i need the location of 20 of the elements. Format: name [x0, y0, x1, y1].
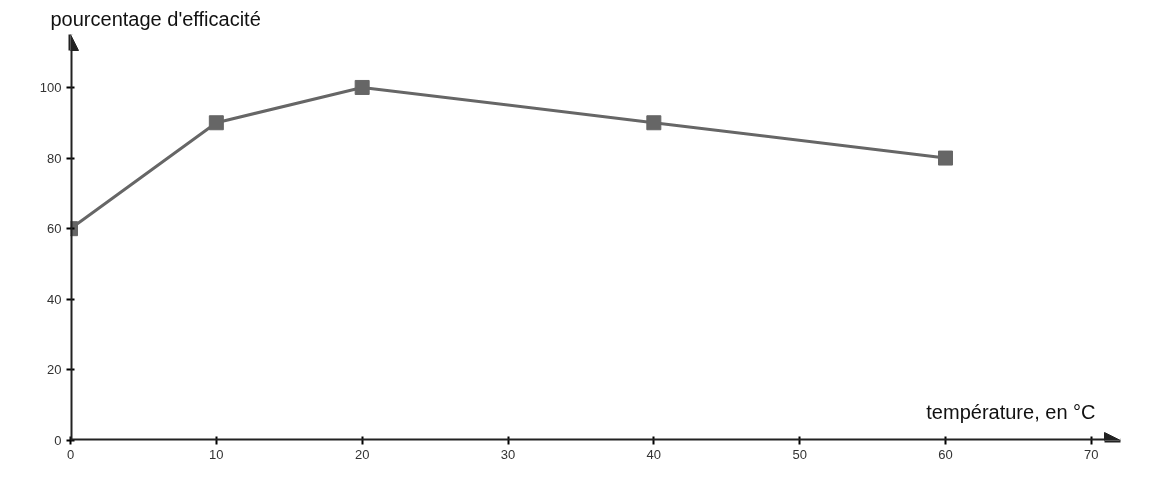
- x-tick-label: 40: [646, 446, 662, 462]
- y-tick-label: 0: [54, 433, 62, 448]
- x-axis-title: température, en °C: [926, 400, 1096, 423]
- point: [646, 115, 662, 131]
- point: [208, 115, 224, 131]
- y-tick-label: 80: [47, 150, 62, 166]
- point: [938, 150, 953, 166]
- y-tick-label: 60: [47, 221, 62, 237]
- x-tick-label: 50: [792, 446, 807, 462]
- point: [354, 79, 370, 95]
- y-tick-label: 20: [47, 362, 62, 378]
- x-tick-label: 60: [938, 446, 953, 462]
- x-tick-label: 10: [209, 446, 224, 462]
- x-tick-label: 70: [1084, 446, 1099, 462]
- y-tick-label: 40: [47, 291, 62, 307]
- x-tick-label: 30: [500, 446, 516, 462]
- x-tick-label: 20: [354, 446, 370, 462]
- x-tick-label: 0: [66, 446, 75, 462]
- y-tick-label: 100: [39, 79, 62, 95]
- y-axis-title: pourcentage d'efficacité: [50, 7, 261, 30]
